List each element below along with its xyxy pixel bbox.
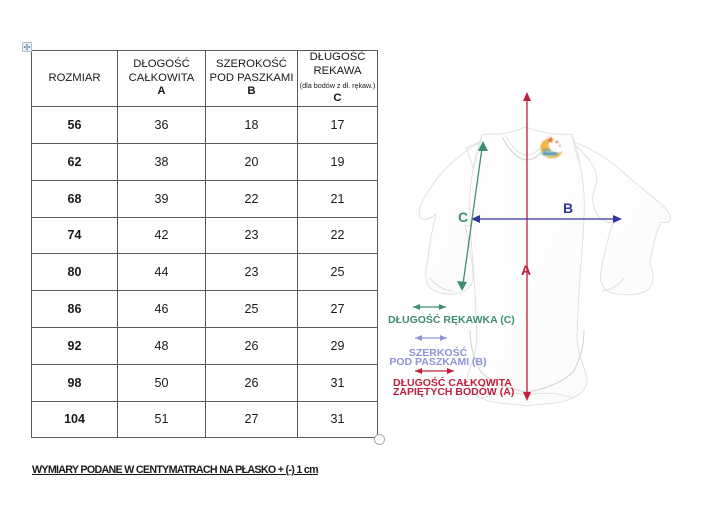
svg-text:POD PASZKAMI (B): POD PASZKAMI (B) (389, 356, 486, 368)
svg-text:DŁUGOŚĆ RĘKAWKA (C): DŁUGOŚĆ RĘKAWKA (C) (388, 313, 515, 326)
svg-text:ZAPIĘTYCH BODÓW (A): ZAPIĘTYCH BODÓW (A) (393, 385, 514, 398)
